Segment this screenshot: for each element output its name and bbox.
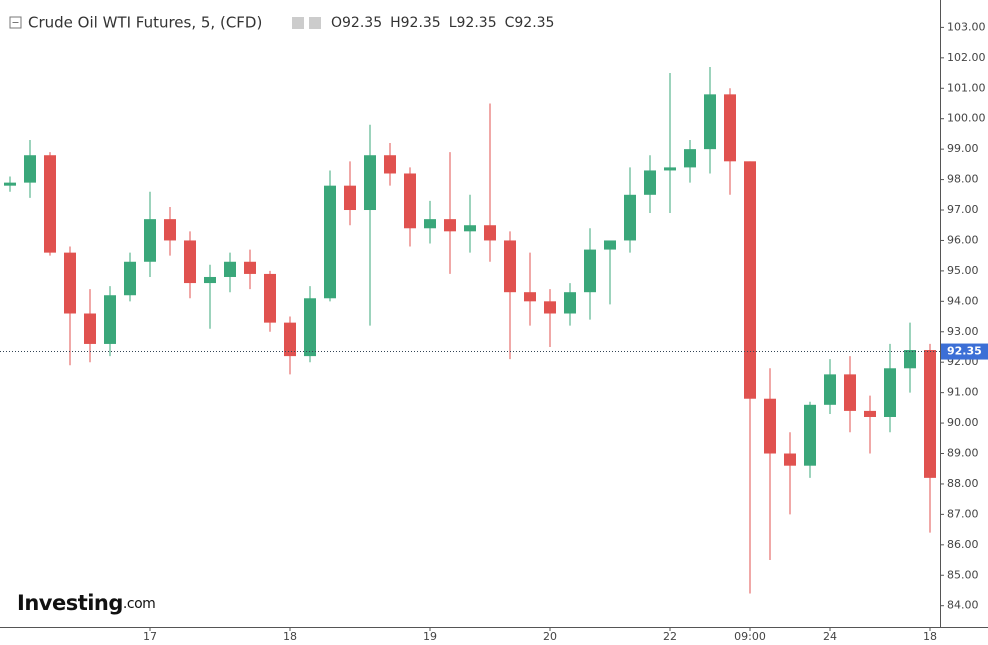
candle-body xyxy=(784,453,796,466)
y-tick-label: 93.00 xyxy=(947,325,979,338)
y-tick-label: 90.00 xyxy=(947,416,979,429)
candle-body xyxy=(284,322,296,357)
y-tick-label: 97.00 xyxy=(947,203,979,216)
y-tick-label: 99.00 xyxy=(947,142,979,155)
watermark-brand: Investing xyxy=(17,591,123,615)
candle-body xyxy=(644,170,656,195)
ohlc-value: L92.35 xyxy=(449,15,497,31)
candle-body xyxy=(404,173,416,229)
candle-body xyxy=(184,240,196,284)
candle-body xyxy=(464,225,476,232)
y-tick-label: 98.00 xyxy=(947,173,979,186)
candle-body xyxy=(764,398,776,454)
candle-body xyxy=(304,298,316,357)
candle-body xyxy=(544,301,556,314)
y-tick-label: 101.00 xyxy=(947,81,986,94)
candle-body xyxy=(384,155,396,174)
settings-icon[interactable] xyxy=(309,17,321,29)
candle-body xyxy=(104,295,116,344)
y-tick-label: 91.00 xyxy=(947,386,979,399)
candle-body xyxy=(444,219,456,232)
candle-body xyxy=(44,155,56,253)
candle-body xyxy=(804,404,816,466)
candle-body xyxy=(744,161,756,399)
plot-area xyxy=(4,66,936,594)
last-price-box xyxy=(941,343,988,360)
candle-body xyxy=(864,410,876,417)
y-tick-label: 86.00 xyxy=(947,538,979,551)
candle-body xyxy=(264,273,276,323)
candle-body xyxy=(144,219,156,262)
candle-body xyxy=(664,167,676,171)
candle-body xyxy=(64,252,76,314)
candle-body xyxy=(244,261,256,274)
candle-body xyxy=(724,94,736,162)
candle-body xyxy=(704,94,716,150)
candle-body xyxy=(684,149,696,168)
candle-body xyxy=(504,240,516,293)
candle-body xyxy=(24,155,36,183)
candle-body xyxy=(584,249,596,293)
y-tick-label: 103.00 xyxy=(947,20,986,33)
candle-body xyxy=(844,374,856,411)
candle-body xyxy=(884,368,896,417)
candle-body xyxy=(484,225,496,241)
candle-body xyxy=(4,182,16,186)
candle-body xyxy=(324,185,336,299)
ohlc-value: O92.35 xyxy=(331,15,382,31)
watermark-domain: .com xyxy=(123,596,155,612)
candle-body xyxy=(924,350,936,478)
x-tick-label: 19 xyxy=(423,630,437,643)
chart-title: Crude Oil WTI Futures, 5, (CFD) xyxy=(28,14,262,32)
ohlc-legend: O92.35 H92.35 L92.35 C92.35 xyxy=(331,15,554,31)
ohlc-value: H92.35 xyxy=(390,15,441,31)
candle-body xyxy=(84,313,96,344)
y-tick-label: 89.00 xyxy=(947,447,979,460)
y-tick-label: 95.00 xyxy=(947,264,979,277)
candle-body xyxy=(824,374,836,405)
y-tick-label: 84.00 xyxy=(947,599,979,612)
last-price-label: 92.35 xyxy=(947,345,982,358)
candle-body xyxy=(224,261,236,277)
y-tick-label: 96.00 xyxy=(947,233,979,246)
x-tick-label: 18 xyxy=(923,630,937,643)
y-tick-label: 100.00 xyxy=(947,112,986,125)
candle-body xyxy=(424,219,436,229)
candle-body xyxy=(604,240,616,250)
candle-body xyxy=(204,276,216,284)
candle-body xyxy=(564,292,576,314)
x-tick-label: 17 xyxy=(143,630,157,643)
y-tick-label: 102.00 xyxy=(947,51,986,64)
x-tick-label: 18 xyxy=(283,630,297,643)
eye-icon[interactable] xyxy=(292,17,304,29)
ohlc-value: C92.35 xyxy=(505,15,555,31)
candle-body xyxy=(364,155,376,211)
candle-body xyxy=(624,194,636,241)
candle-body xyxy=(344,185,356,211)
x-tick-label: 20 xyxy=(543,630,557,643)
candle-body xyxy=(904,350,916,369)
collapse-icon[interactable] xyxy=(9,16,22,29)
watermark: Investing.com xyxy=(17,591,155,615)
x-tick-label: 22 xyxy=(663,630,677,643)
x-tick-label: 09:00 xyxy=(734,630,766,643)
candle-body xyxy=(524,292,536,302)
y-tick-label: 85.00 xyxy=(947,568,979,581)
y-tick-label: 94.00 xyxy=(947,294,979,307)
candle-body xyxy=(124,261,136,296)
y-tick-label: 88.00 xyxy=(947,477,979,490)
candle-body xyxy=(164,219,176,241)
y-tick-label: 87.00 xyxy=(947,507,979,520)
x-tick-label: 24 xyxy=(823,630,837,643)
